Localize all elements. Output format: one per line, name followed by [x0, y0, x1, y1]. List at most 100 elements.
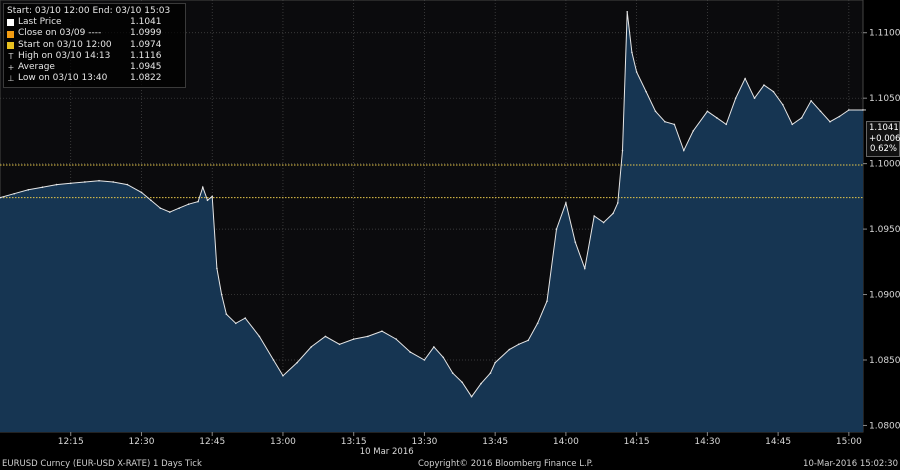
y-tick-label: 1.0950	[869, 225, 900, 235]
price-point	[838, 115, 841, 118]
price-point	[782, 103, 784, 106]
price-point	[612, 212, 614, 215]
price-point	[635, 71, 638, 73]
price-point	[574, 241, 577, 243]
price-point	[140, 191, 143, 194]
price-point	[84, 181, 86, 183]
x-tick-label: 14:15	[624, 437, 650, 447]
price-point	[367, 335, 369, 338]
price-point	[168, 211, 171, 213]
price-point	[583, 267, 586, 270]
footer-timestamp: 10-Mar-2016 15:02:30	[803, 459, 898, 469]
legend-label: Average	[18, 62, 55, 73]
price-point	[244, 317, 247, 319]
price-point	[41, 186, 44, 188]
legend-value: 1.0974	[130, 39, 162, 50]
legend-item-average: + Average 1.0945	[7, 62, 182, 73]
price-point	[489, 372, 492, 374]
legend-item-start: Start on 03/10 12:00 1.0974	[7, 40, 182, 51]
legend-value: 1.0945	[130, 62, 162, 73]
start-swatch	[7, 41, 14, 49]
badge-change: +0.0068	[869, 133, 900, 144]
x-tick-label: 12:45	[199, 437, 225, 447]
x-tick-label: 13:00	[270, 437, 296, 447]
legend-value: 1.1041	[130, 17, 162, 28]
price-point	[310, 346, 313, 348]
y-tick-label: 1.0900	[869, 291, 900, 301]
badge-price: 1.1041	[869, 123, 899, 133]
price-point	[395, 338, 397, 340]
price-point	[848, 109, 850, 111]
y-tick-label: 1.1050	[869, 94, 900, 104]
legend-label: Low on 03/10 13:40	[18, 73, 108, 84]
price-point	[645, 90, 647, 93]
price-point	[517, 343, 520, 346]
price-point	[480, 382, 482, 385]
price-line	[0, 11, 863, 398]
price-point	[206, 199, 209, 202]
y-tick-label: 1.0850	[869, 356, 900, 366]
price-point	[216, 267, 218, 270]
price-point	[819, 110, 822, 113]
price-point	[810, 100, 812, 102]
y-tick-label: 1.1000	[869, 160, 900, 170]
price-point	[381, 330, 383, 333]
price-point	[296, 361, 298, 364]
price-point	[763, 84, 765, 86]
price-point	[800, 117, 803, 119]
price-point	[0, 196, 1, 199]
price-point	[744, 77, 746, 80]
x-tick-label: 15:00	[836, 437, 862, 447]
price-point	[451, 372, 454, 374]
price-point	[159, 207, 162, 209]
price-point	[178, 207, 181, 209]
legend-value: 1.0999	[130, 28, 162, 39]
price-point	[772, 90, 775, 93]
price-point	[225, 313, 228, 315]
y-tick-label: 1.0800	[869, 421, 900, 431]
close-swatch	[7, 30, 14, 38]
badge-pct: 0.62%	[869, 144, 897, 154]
chart-legend: Start: 03/10 12:00 End: 03/10 15:03 Last…	[3, 3, 186, 89]
price-point	[338, 343, 341, 346]
x-tick-label: 13:45	[482, 437, 508, 447]
x-tick-label: 14:30	[694, 437, 720, 447]
x-tick-label: 14:45	[765, 437, 791, 447]
chart-footer: EURUSD Curncy (EUR-USD X-RATE) 1 Days Ti…	[0, 458, 900, 470]
price-point	[682, 149, 685, 152]
price-point	[433, 346, 435, 348]
price-point	[187, 203, 190, 206]
price-point	[220, 293, 223, 296]
price-point	[55, 183, 58, 186]
price-point	[409, 351, 412, 353]
legend-value: 1.1116	[130, 50, 162, 61]
price-point	[272, 359, 275, 361]
legend-header: Start: 03/10 12:00 End: 03/10 15:03	[7, 6, 171, 16]
price-point	[734, 97, 737, 99]
price-point	[423, 359, 426, 361]
last-price-swatch	[7, 19, 14, 27]
price-point	[494, 361, 496, 364]
price-point	[442, 356, 445, 359]
price-point	[258, 335, 261, 338]
price-point	[753, 97, 756, 99]
price-point	[631, 51, 633, 54]
price-point	[234, 322, 237, 325]
price-point	[126, 183, 129, 186]
high-marker-icon: T	[8, 51, 14, 61]
last-price-badge: 1.1041 +0.0068 0.62%	[866, 121, 900, 157]
price-point	[13, 192, 15, 195]
legend-label: Last Price	[18, 17, 62, 28]
footer-copyright: Copyright© 2016 Bloomberg Finance L.P.	[418, 459, 594, 469]
price-point	[508, 348, 511, 351]
price-point	[791, 123, 794, 126]
price-point	[546, 300, 548, 302]
legend-label: Start on 03/10 12:00	[18, 39, 112, 50]
price-point	[201, 186, 204, 188]
footer-ticker: EURUSD Curncy (EUR-USD X-RATE) 1 Days Ti…	[2, 459, 202, 469]
price-point	[461, 381, 463, 384]
price-point	[602, 221, 605, 224]
price-point	[352, 338, 355, 340]
x-tick-label: 13:15	[341, 437, 367, 447]
